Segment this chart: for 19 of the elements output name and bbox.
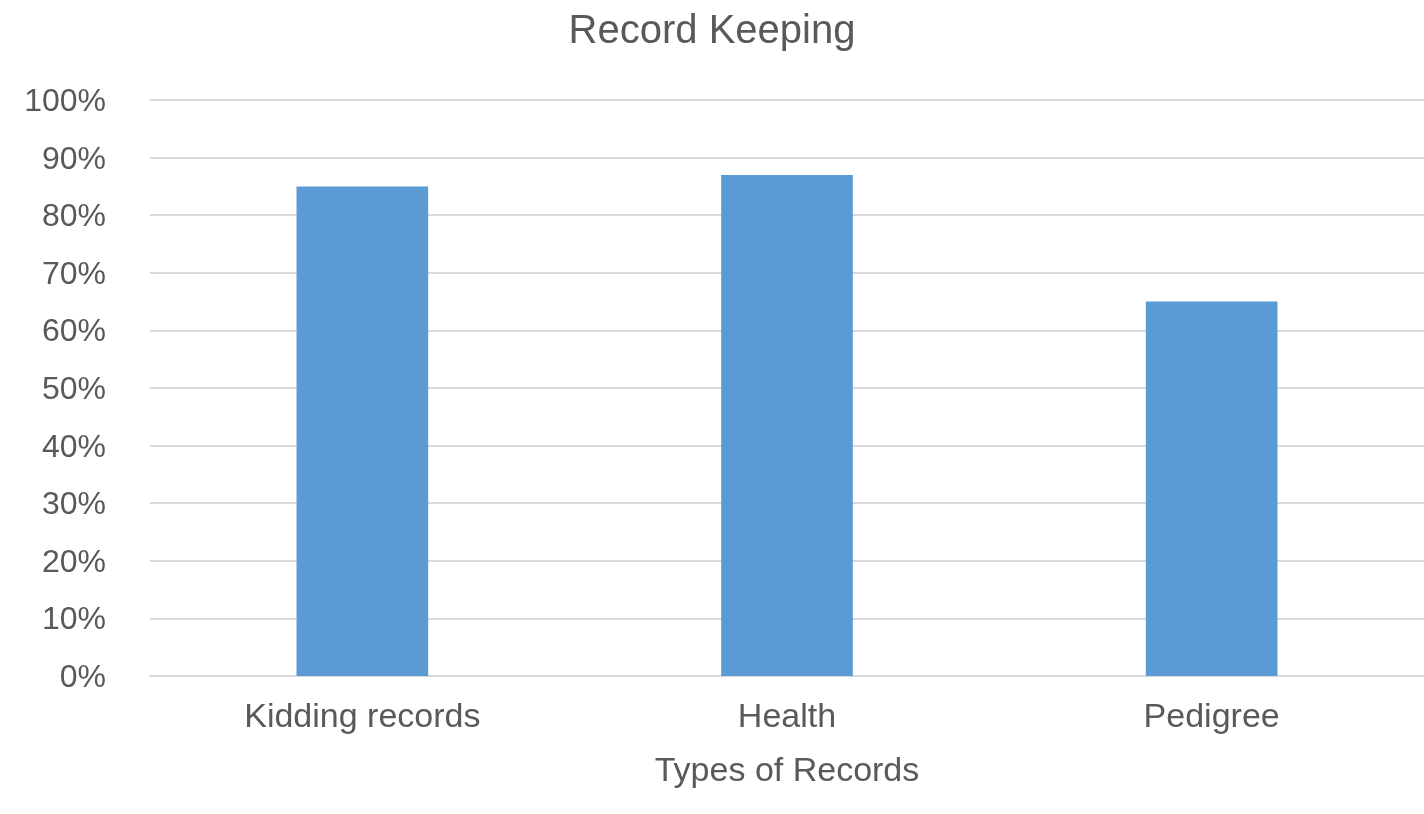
y-tick-label: 90% [41,139,106,176]
y-tick-label: 40% [41,427,106,464]
x-tick-label: Pedigree [1143,696,1280,734]
x-tick-label: Kidding records [244,696,481,734]
y-tick-label: 70% [41,254,106,291]
y-tick-label: 0% [59,658,106,694]
y-tick-label: 10% [41,600,106,637]
y-tick-label: 50% [41,370,106,406]
y-tick-label: 60% [41,312,106,349]
x-axis-title: Types of Records [654,750,920,788]
y-tick-label: 20% [41,542,106,579]
bar [296,186,429,676]
bar [1145,301,1278,676]
y-tick-label: 30% [41,485,106,522]
y-tick-label: 100% [24,82,106,118]
y-tick-label: 80% [41,197,106,234]
chart-title: Record Keeping [568,7,856,51]
x-tick-label: Health [737,696,837,734]
bar [721,174,853,676]
